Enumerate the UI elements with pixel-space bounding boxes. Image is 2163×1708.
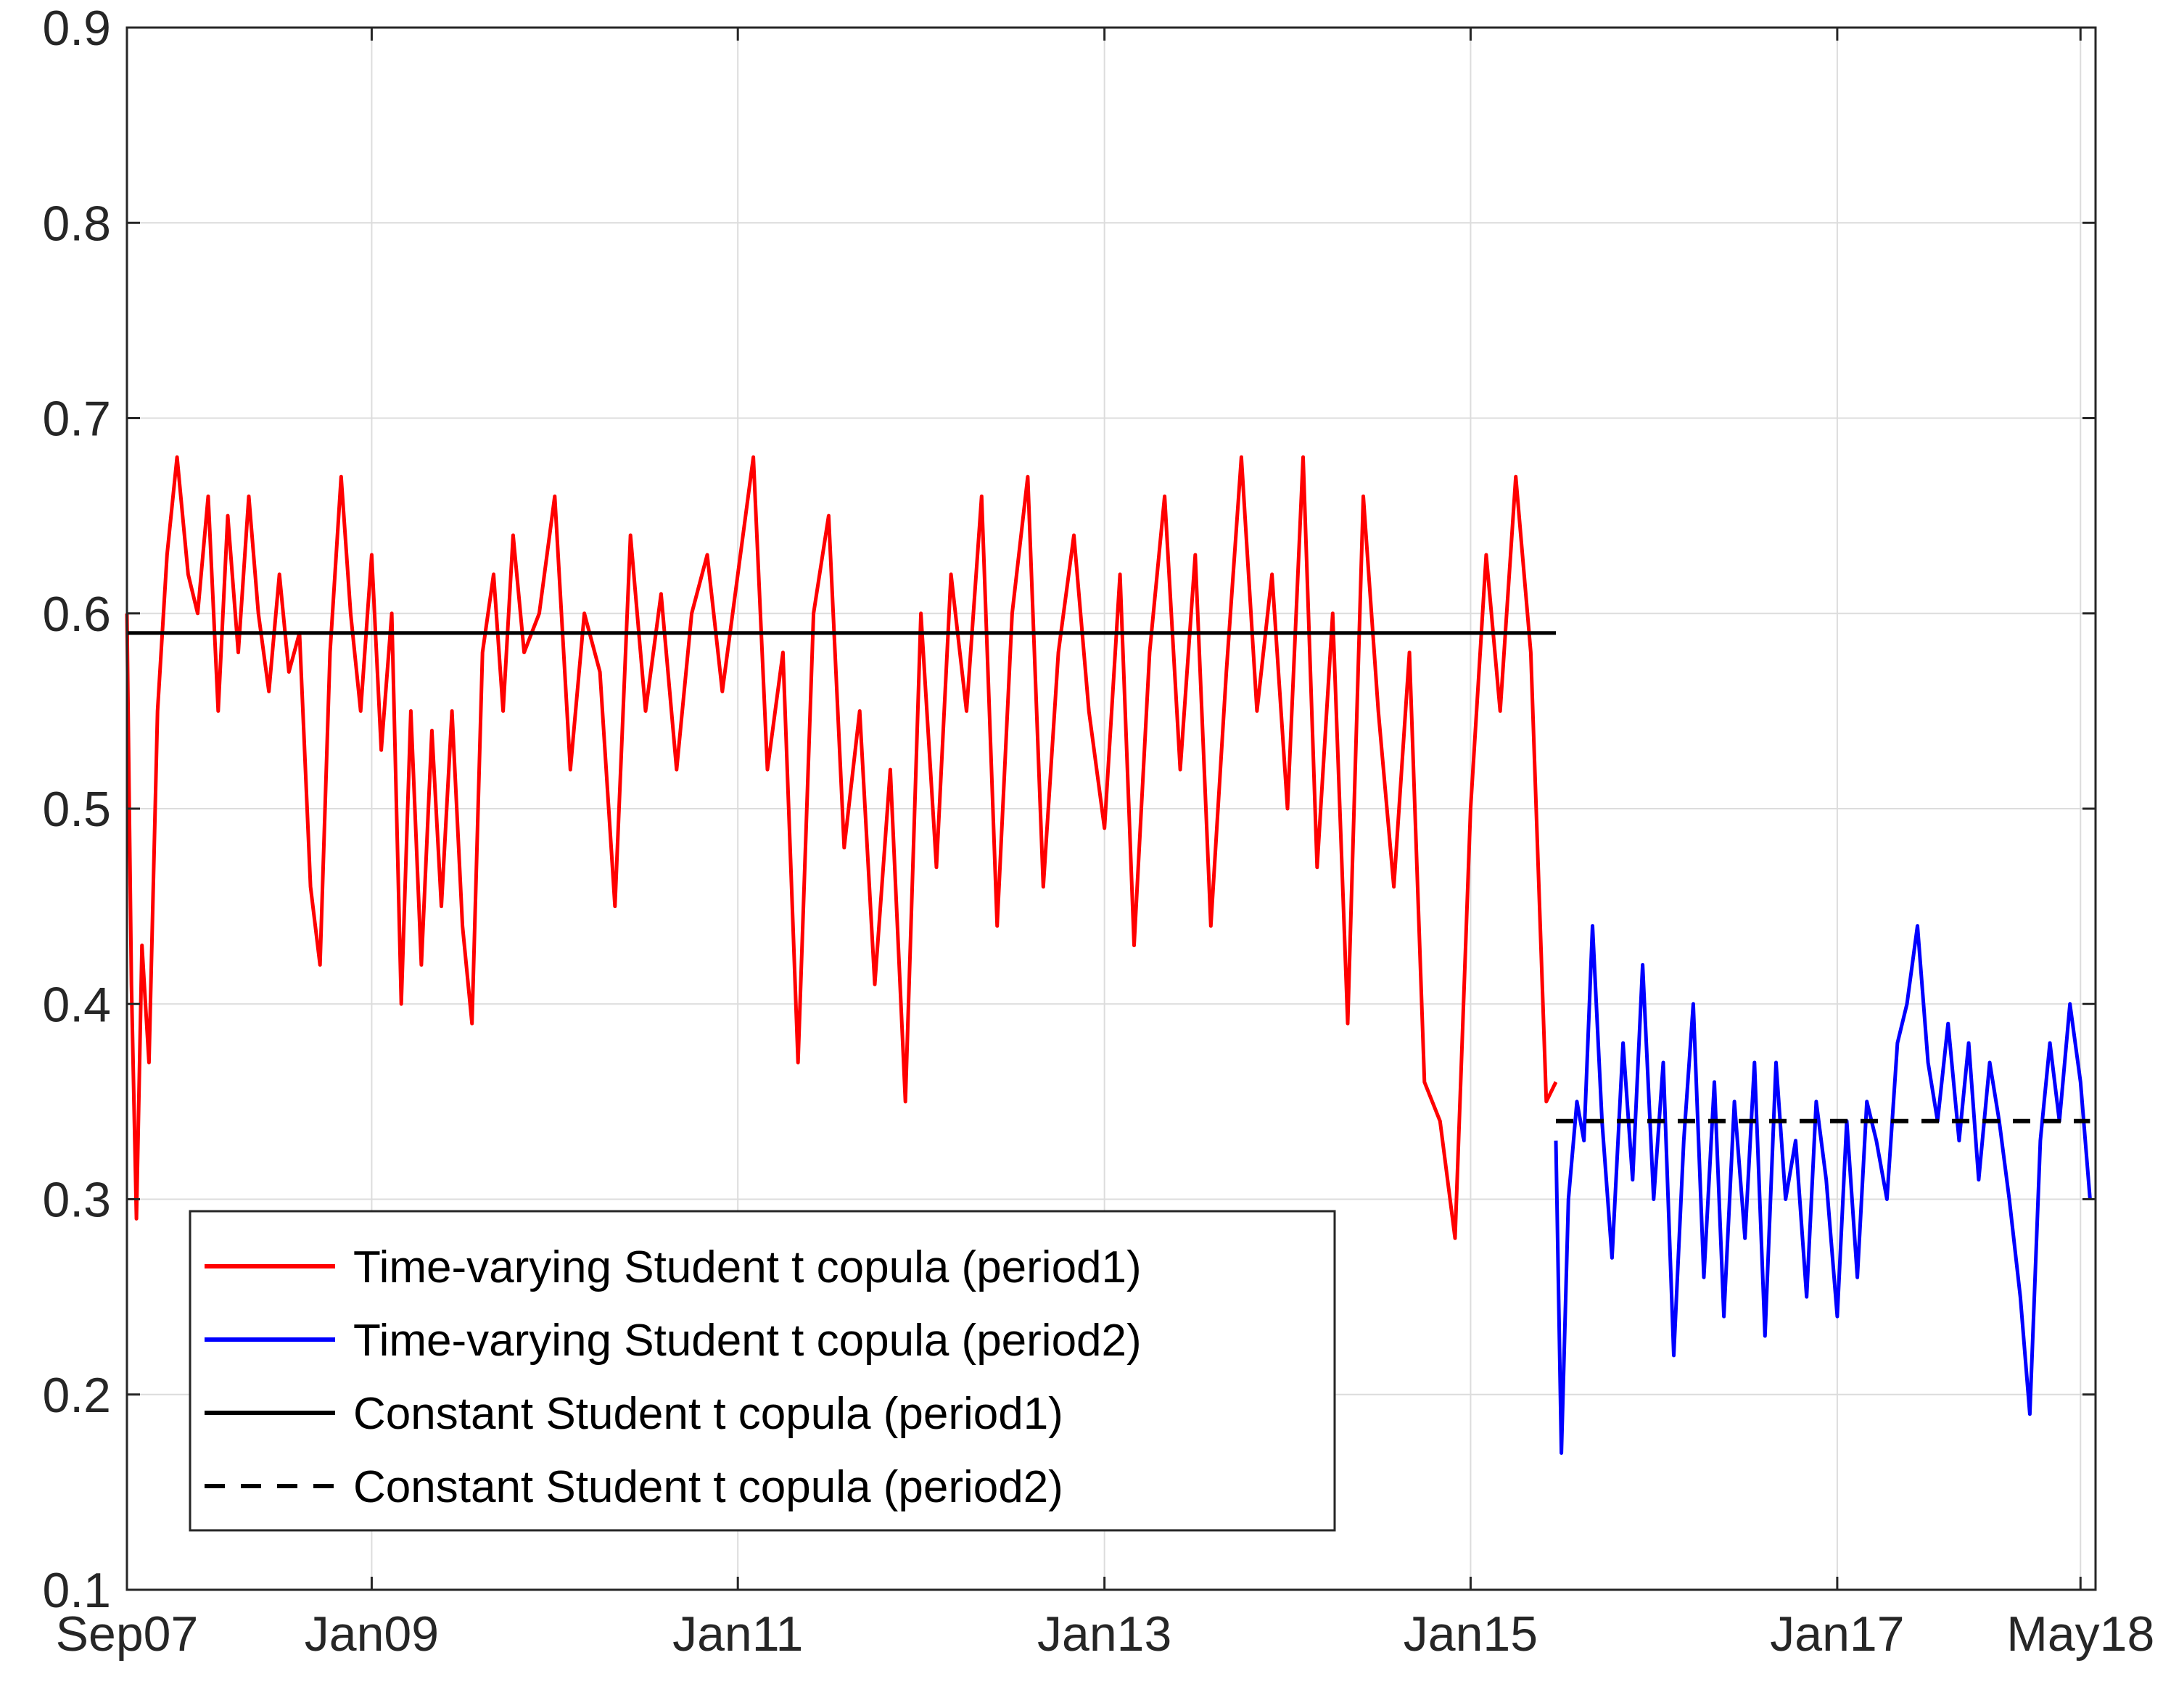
legend-label-2: Time-varying Student t copula (period2): [353, 1316, 1142, 1366]
y-tick-label: 0.7: [42, 392, 111, 447]
legend-box: [189, 1210, 1336, 1532]
x-tick-label: Jan17: [1770, 1606, 1904, 1662]
x-tick-label: May18: [2006, 1606, 2154, 1662]
x-tick-label: Jan09: [305, 1606, 439, 1662]
legend-label-3: Constant Student t copula (period1): [353, 1389, 1063, 1439]
y-tick-label: 0.9: [42, 1, 111, 56]
y-tick-label: 0.4: [42, 977, 111, 1032]
x-tick-label: Jan15: [1404, 1606, 1538, 1662]
y-tick-label: 0.6: [42, 587, 111, 642]
legend: Time-varying Student t copula (period1) T…: [189, 1210, 1336, 1532]
y-tick-label: 0.3: [42, 1173, 111, 1228]
y-tick-label: 0.1: [42, 1563, 111, 1618]
series-lines: [125, 455, 2092, 1455]
y-tick-label: 0.5: [42, 782, 111, 837]
x-tick-label: Jan11: [672, 1606, 803, 1662]
x-tick-label: Jan13: [1037, 1606, 1171, 1662]
legend-label-1: Time-varying Student t copula (period1): [353, 1242, 1142, 1292]
legend-label-4: Constant Student t copula (period2): [353, 1462, 1063, 1512]
x-tick-label: Sep07: [56, 1606, 199, 1662]
y-tick-label: 0.2: [42, 1368, 111, 1423]
axis-ticks: 0.1 0.2 0.3 0.4 0.5 0.6 0.7 0.8 0.9 Sep07 Jan09 Jan…: [42, 1, 2154, 1662]
y-tick-label: 0.8: [42, 196, 111, 251]
